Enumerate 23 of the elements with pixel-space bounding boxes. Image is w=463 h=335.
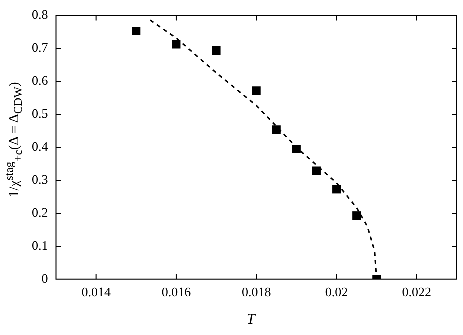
y-tick-label: 0.6 <box>32 73 49 88</box>
point <box>252 86 261 96</box>
y-tick-label: 0.2 <box>32 204 48 220</box>
x-axis-title: T <box>246 312 256 329</box>
x-tick-label: 0.018 <box>242 284 272 300</box>
point <box>212 46 221 55</box>
point <box>292 145 301 154</box>
y-tick-label: 0.3 <box>32 172 48 187</box>
x-tick-label: 0.014 <box>82 284 112 300</box>
point <box>272 126 281 134</box>
point <box>172 40 181 49</box>
y-tick-label: 0.1 <box>32 238 48 253</box>
x-tick-label: 0.022 <box>402 284 432 300</box>
point <box>132 27 141 36</box>
point <box>332 185 342 194</box>
y-tick-label: 0.7 <box>32 40 49 56</box>
x-tick-label: 0.016 <box>162 284 192 300</box>
y-tick-label: 0.4 <box>32 139 49 154</box>
y-tick-label: 0.8 <box>32 7 48 22</box>
x-tick-label: 0.02 <box>325 284 348 300</box>
y-tick-label: 0 <box>42 270 48 286</box>
point <box>352 212 362 220</box>
y-tick-label: 0.5 <box>32 106 48 122</box>
